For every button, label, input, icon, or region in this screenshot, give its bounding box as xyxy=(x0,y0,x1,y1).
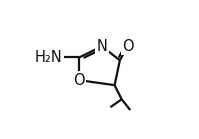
Text: N: N xyxy=(97,39,107,54)
Text: H₂N: H₂N xyxy=(35,50,63,65)
Text: O: O xyxy=(73,73,85,88)
Text: O: O xyxy=(122,39,133,54)
